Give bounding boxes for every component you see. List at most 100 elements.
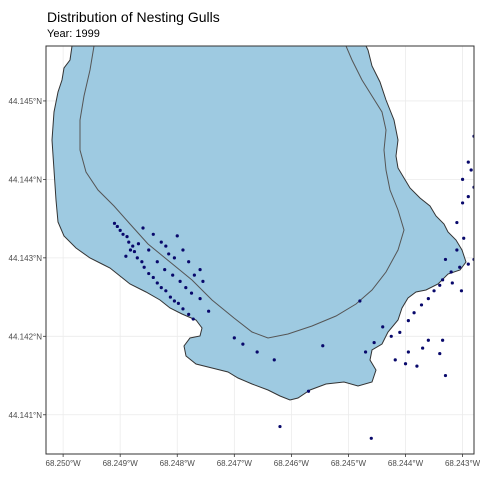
y-tick-label: 44.144°N: [9, 175, 43, 184]
nest-point: [272, 358, 276, 362]
x-tick-label: 68.245°W: [331, 459, 367, 468]
nest-point: [462, 236, 466, 240]
nest-point: [155, 281, 159, 285]
nest-point: [125, 235, 129, 239]
nest-point: [201, 279, 205, 283]
nest-point: [241, 342, 245, 346]
y-tick-label: 44.141°N: [9, 411, 43, 420]
nest-point: [147, 271, 151, 276]
nest-point: [466, 262, 470, 266]
chart-subtitle: Year: 1999: [47, 28, 100, 40]
nest-point: [175, 234, 179, 238]
nest-point: [438, 351, 442, 356]
nest-point: [191, 317, 195, 321]
nest-point: [187, 260, 191, 264]
nest-point: [393, 358, 397, 362]
nest-point: [406, 319, 410, 323]
nest-point: [136, 242, 141, 246]
nest-point: [419, 303, 424, 307]
nest-point: [128, 248, 133, 252]
nest-point: [181, 307, 185, 311]
nest-point: [426, 297, 430, 301]
nest-point: [403, 362, 408, 366]
nest-point: [198, 268, 202, 272]
nest-point: [132, 249, 137, 254]
nest-point: [207, 309, 211, 313]
nest-point: [181, 248, 185, 252]
nest-point: [172, 299, 176, 303]
nest-point: [135, 256, 139, 260]
nest-point: [124, 254, 128, 258]
nest-point: [155, 260, 159, 264]
x-tick-label: 68.249°W: [103, 459, 139, 468]
gull-nest-points: [112, 123, 478, 440]
nest-point: [306, 389, 311, 393]
nest-point: [115, 224, 119, 229]
nest-point: [178, 279, 182, 283]
nest-point: [171, 273, 175, 277]
y-tick-label: 44.143°N: [9, 254, 43, 263]
x-tick-label: 68.243°W: [445, 459, 480, 468]
nest-point: [142, 265, 146, 269]
nest-point: [321, 344, 325, 348]
nest-point: [140, 260, 144, 264]
nest-point: [406, 350, 410, 354]
y-tick-label: 44.145°N: [9, 97, 43, 106]
chart-title: Distribution of Nesting Gulls: [47, 9, 220, 25]
nest-point: [426, 338, 430, 342]
island-landmass: [51, 46, 467, 401]
nest-point: [459, 289, 464, 293]
y-tick-label: 44.142°N: [9, 332, 43, 341]
nest-point: [198, 297, 202, 301]
nest-point: [438, 283, 442, 287]
nest-point: [441, 338, 445, 342]
x-axis: 68.250°W 68.249°W 68.248°W 68.247°W 68.246°W…: [46, 454, 480, 468]
nest-point: [172, 256, 176, 260]
nest-point: [189, 291, 194, 295]
inner-contour-line: [79, 46, 405, 339]
nest-point: [466, 195, 470, 199]
nest-point: [449, 270, 453, 274]
nest-point: [164, 244, 168, 248]
nest-point: [458, 265, 462, 269]
x-tick-label: 68.247°W: [217, 459, 253, 468]
nest-point: [163, 268, 167, 272]
nest-point: [232, 336, 236, 340]
nest-point: [450, 281, 454, 285]
nest-point: [475, 162, 478, 165]
nest-point: [147, 248, 151, 252]
nest-point: [118, 228, 122, 232]
plot-panel-border: [45, 45, 475, 455]
nest-point: [389, 334, 393, 338]
nest-point: [358, 299, 362, 303]
nest-point: [121, 232, 125, 236]
nest-point: [372, 340, 376, 345]
nest-point: [469, 168, 473, 172]
nest-point: [112, 221, 117, 225]
nest-point: [455, 220, 459, 225]
nest-point: [475, 123, 478, 126]
nest-point: [441, 278, 445, 282]
nest-point: [369, 436, 373, 440]
x-tick-label: 68.246°W: [274, 459, 310, 468]
nest-point: [460, 177, 465, 181]
nest-point: [131, 244, 135, 248]
nest-point: [455, 248, 459, 252]
nest-point: [460, 201, 465, 205]
nest-point: [141, 226, 145, 230]
x-tick-label: 68.250°W: [46, 459, 82, 468]
nest-point: [159, 286, 163, 290]
nest-point: [151, 275, 155, 280]
nest-point: [432, 289, 436, 293]
nest-point: [164, 289, 168, 293]
nest-point: [192, 273, 196, 277]
nest-point: [151, 232, 155, 236]
nest-point: [176, 301, 180, 305]
nest-point: [255, 350, 259, 354]
nest-point: [443, 373, 448, 378]
nest-point: [168, 295, 173, 299]
nest-point: [381, 325, 385, 329]
nest-point: [363, 350, 368, 354]
nest-point: [184, 286, 188, 290]
